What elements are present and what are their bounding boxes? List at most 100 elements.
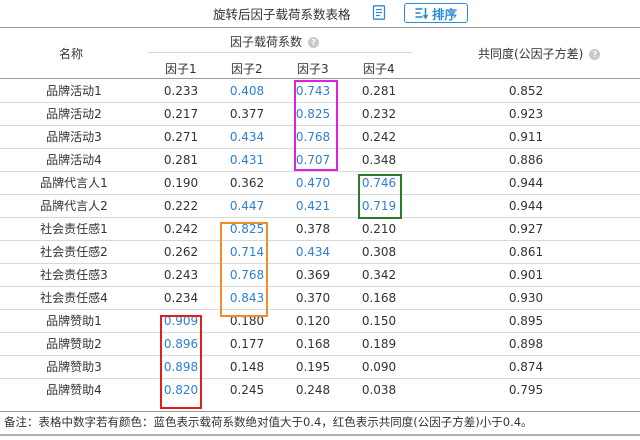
table-row: 品牌赞助1 0.909 0.180 0.120 0.150 0.895 <box>0 310 640 333</box>
factor4-value: 0.242 <box>361 130 397 144</box>
header-factor2: 因子2 <box>231 62 263 76</box>
factor2-value: 0.714 <box>229 245 265 259</box>
row-divider <box>0 263 640 264</box>
header-group-divider <box>148 52 412 53</box>
communality-value: 0.944 <box>508 199 544 213</box>
header-loading-group: 因子载荷系数? <box>230 33 320 50</box>
row-name: 社会责任感3 <box>40 268 108 282</box>
communality-value: 0.911 <box>508 130 544 144</box>
factor2-value: 0.362 <box>229 176 265 190</box>
factor3-value: 0.248 <box>295 383 331 397</box>
footnote-bottom-rule <box>0 434 640 436</box>
factor4-value: 0.348 <box>361 153 397 167</box>
factor2-value: 0.148 <box>229 360 265 374</box>
header-communality: 共同度(公因子方差)? <box>478 45 601 62</box>
row-name: 品牌赞助2 <box>46 337 102 351</box>
communality-value: 0.795 <box>508 383 544 397</box>
factor1-value: 0.281 <box>163 153 199 167</box>
communality-value: 0.944 <box>508 176 544 190</box>
factor1-value: 0.896 <box>163 337 199 351</box>
row-divider <box>0 332 640 333</box>
factor4-value: 0.342 <box>361 268 397 282</box>
header-loading-label: 因子载荷系数 <box>230 35 303 49</box>
factor3-value: 0.168 <box>295 337 331 351</box>
factor2-value: 0.434 <box>229 130 265 144</box>
factor3-value: 0.825 <box>295 107 331 121</box>
communality-value: 0.930 <box>508 291 544 305</box>
row-divider <box>0 309 640 310</box>
factor1-value: 0.233 <box>163 84 199 98</box>
factor3-value: 0.470 <box>295 176 331 190</box>
factor3-value: 0.120 <box>295 314 331 328</box>
factor1-value: 0.217 <box>163 107 199 121</box>
factor4-value: 0.308 <box>361 245 397 259</box>
communality-value: 0.901 <box>508 268 544 282</box>
row-divider <box>0 194 640 195</box>
communality-value: 0.898 <box>508 337 544 351</box>
sort-button[interactable]: 排序 <box>404 3 468 23</box>
communality-value: 0.886 <box>508 153 544 167</box>
factor1-value: 0.271 <box>163 130 199 144</box>
header-factor3: 因子3 <box>297 62 329 76</box>
communality-value: 0.874 <box>508 360 544 374</box>
row-divider <box>0 286 640 287</box>
factor2-value: 0.377 <box>229 107 265 121</box>
factor3-value: 0.434 <box>295 245 331 259</box>
header-factor4: 因子4 <box>363 62 395 76</box>
factor2-value: 0.180 <box>229 314 265 328</box>
factor3-value: 0.195 <box>295 360 331 374</box>
factor2-value: 0.447 <box>229 199 265 213</box>
factor2-value: 0.245 <box>229 383 265 397</box>
table-row: 品牌赞助3 0.898 0.148 0.195 0.090 0.874 <box>0 356 640 379</box>
row-divider <box>0 378 640 379</box>
factor4-value: 0.150 <box>361 314 397 328</box>
row-divider <box>0 125 640 126</box>
factor1-value: 0.898 <box>163 360 199 374</box>
table-row: 社会责任感4 0.234 0.843 0.370 0.168 0.930 <box>0 287 640 310</box>
factor4-value: 0.746 <box>361 176 397 190</box>
row-name: 品牌赞助1 <box>46 314 102 328</box>
table-row: 品牌活动1 0.233 0.408 0.743 0.281 0.852 <box>0 80 640 103</box>
factor1-value: 0.190 <box>163 176 199 190</box>
factor4-value: 0.210 <box>361 222 397 236</box>
row-name: 品牌赞助4 <box>46 383 102 397</box>
factor4-value: 0.189 <box>361 337 397 351</box>
table-title: 旋转后因子载荷系数表格 <box>213 7 351 22</box>
highlight-box-factor3 <box>294 80 338 171</box>
sort-icon <box>415 8 428 19</box>
footnote: 备注：表格中数字若有颜色：蓝色表示载荷系数绝对值大于0.4，红色表示共同度(公因… <box>4 415 533 429</box>
help-icon[interactable]: ? <box>589 49 601 60</box>
table-title-bar: 旋转后因子载荷系数表格 排序 <box>0 0 640 26</box>
factor3-value: 0.743 <box>295 84 331 98</box>
factor1-value: 0.820 <box>163 383 199 397</box>
row-name: 社会责任感2 <box>40 245 108 259</box>
factor4-value: 0.719 <box>361 199 397 213</box>
table-row: 品牌代言人2 0.222 0.447 0.421 0.719 0.944 <box>0 195 640 218</box>
row-name: 社会责任感1 <box>40 222 108 236</box>
document-icon[interactable] <box>372 5 386 20</box>
factor2-value: 0.431 <box>229 153 265 167</box>
row-name: 品牌活动3 <box>46 130 102 144</box>
table-row: 社会责任感2 0.262 0.714 0.434 0.308 0.861 <box>0 241 640 264</box>
communality-value: 0.923 <box>508 107 544 121</box>
communality-value: 0.861 <box>508 245 544 259</box>
highlight-box-factor1 <box>160 315 202 409</box>
header-name: 名称 <box>59 47 84 61</box>
factor2-value: 0.408 <box>229 84 265 98</box>
row-divider <box>0 171 640 172</box>
factor3-value: 0.421 <box>295 199 331 213</box>
factor4-value: 0.090 <box>361 360 397 374</box>
communality-value: 0.895 <box>508 314 544 328</box>
factor1-value: 0.234 <box>163 291 199 305</box>
factor2-value: 0.843 <box>229 291 265 305</box>
factor1-value: 0.242 <box>163 222 199 236</box>
factor4-value: 0.038 <box>361 383 397 397</box>
communality-value: 0.852 <box>508 84 544 98</box>
row-name: 品牌代言人2 <box>40 199 108 213</box>
table-bottom-border <box>0 411 640 412</box>
help-icon[interactable]: ? <box>308 37 320 48</box>
row-name: 品牌活动2 <box>46 107 102 121</box>
row-divider <box>0 148 640 149</box>
factor3-value: 0.378 <box>295 222 331 236</box>
row-name: 品牌代言人1 <box>40 176 108 190</box>
